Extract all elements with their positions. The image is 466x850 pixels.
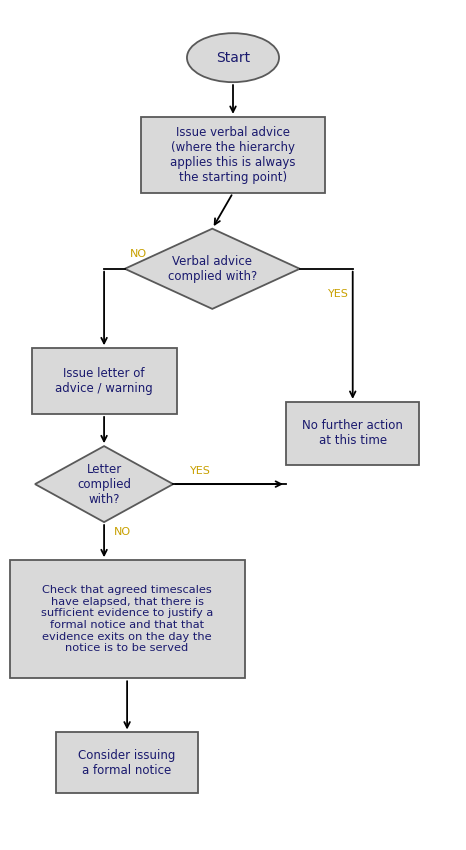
FancyBboxPatch shape (10, 560, 245, 678)
Text: Consider issuing
a formal notice: Consider issuing a formal notice (78, 749, 176, 777)
Polygon shape (125, 229, 300, 309)
FancyBboxPatch shape (32, 348, 177, 414)
Text: Issue letter of
advice / warning: Issue letter of advice / warning (55, 367, 153, 395)
Text: Issue verbal advice
(where the hierarchy
applies this is always
the starting poi: Issue verbal advice (where the hierarchy… (170, 126, 296, 184)
Text: YES: YES (190, 467, 211, 477)
Text: NO: NO (114, 527, 131, 537)
Text: YES: YES (329, 289, 350, 299)
Text: Verbal advice
complied with?: Verbal advice complied with? (168, 255, 257, 283)
FancyBboxPatch shape (56, 733, 199, 793)
Text: Letter
complied
with?: Letter complied with? (77, 462, 131, 506)
Ellipse shape (187, 33, 279, 82)
FancyBboxPatch shape (286, 402, 419, 465)
FancyBboxPatch shape (141, 116, 325, 193)
Text: Start: Start (216, 51, 250, 65)
Text: NO: NO (130, 248, 147, 258)
Text: No further action
at this time: No further action at this time (302, 419, 403, 447)
Text: Check that agreed timescales
have elapsed, that there is
sufficient evidence to : Check that agreed timescales have elapse… (41, 585, 213, 653)
Polygon shape (35, 446, 173, 522)
